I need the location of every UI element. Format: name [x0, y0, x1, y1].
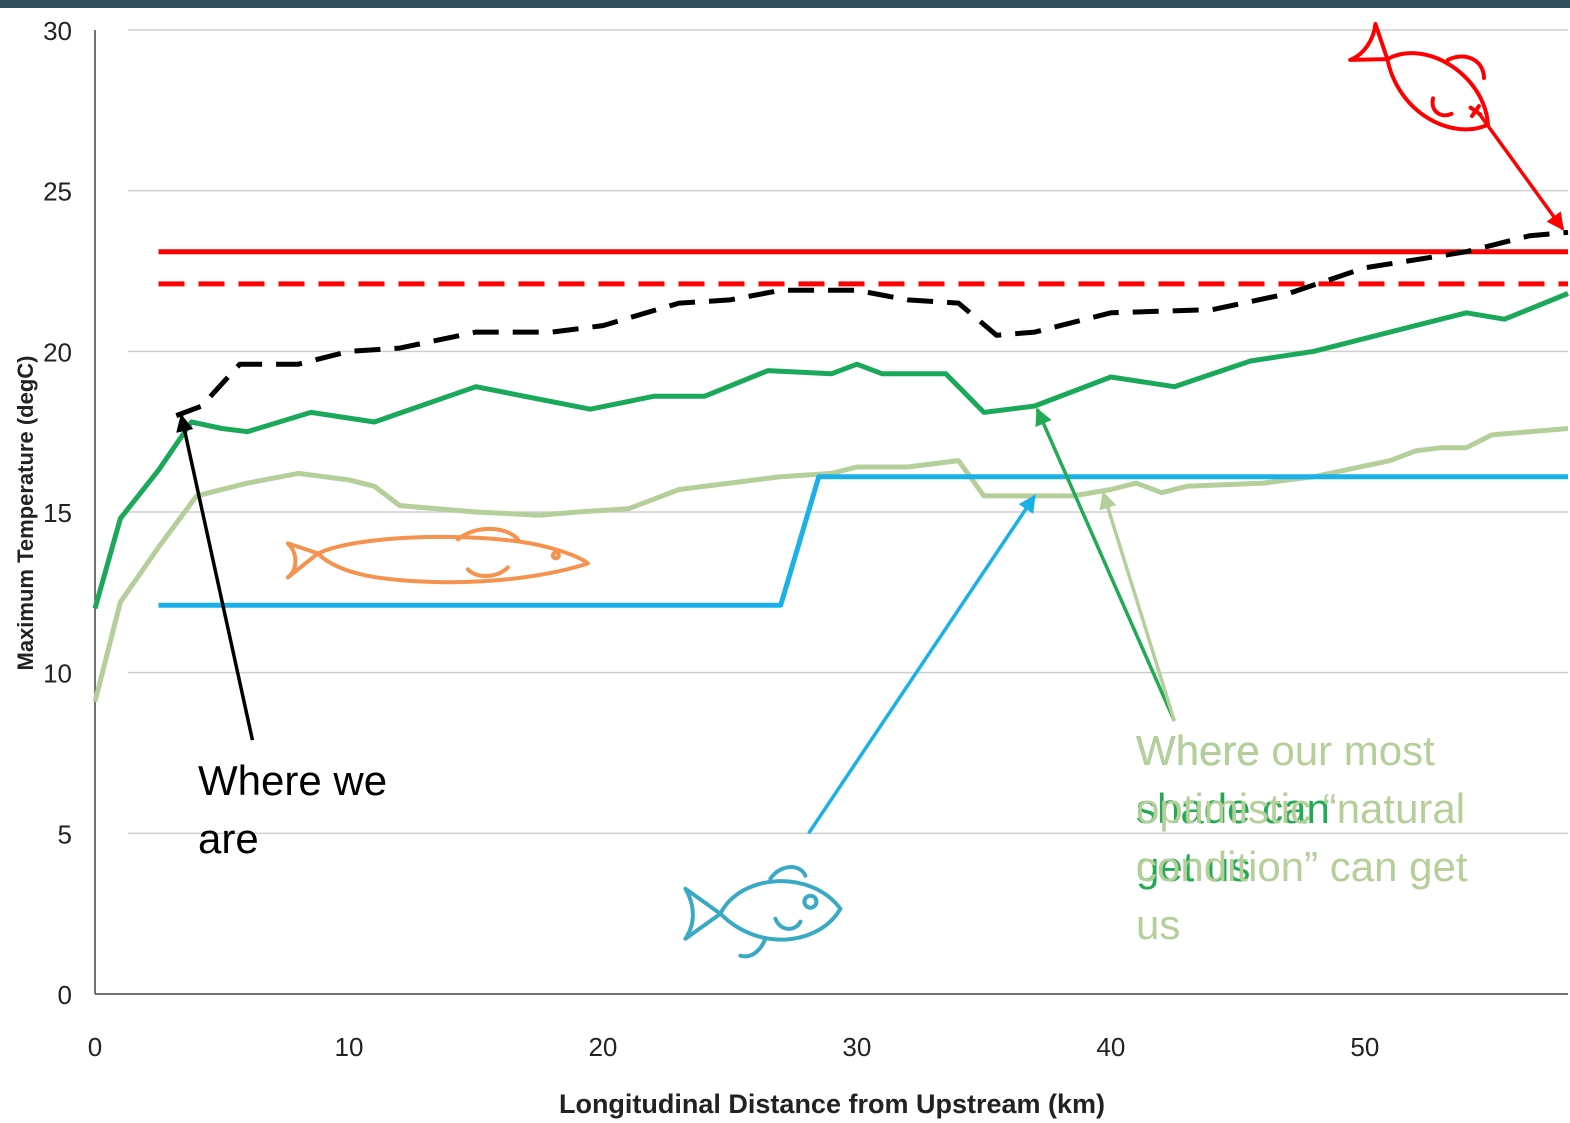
y-tick-label: 15 — [43, 498, 72, 528]
y-tick-labels: 0 5 10 15 20 25 30 — [43, 16, 72, 1010]
annotation-text-2: Where our most optimistic “natural conditi… — [1136, 722, 1468, 954]
y-axis-title: Maximum Temperature (degC) — [13, 356, 38, 671]
series-line-4 — [92, 426, 1569, 703]
annotation-arrows — [176, 112, 1565, 835]
x-tick-label: 0 — [88, 1032, 102, 1062]
x-tick-label: 20 — [588, 1032, 617, 1062]
y-tick-label: 30 — [43, 16, 72, 46]
x-tick-label: 10 — [335, 1032, 364, 1062]
annotation-arrow-3 — [807, 494, 1037, 835]
y-tick-label: 5 — [58, 819, 72, 849]
teal-fish-icon — [683, 865, 843, 959]
series-line-5 — [158, 474, 1568, 608]
series-line-2 — [175, 229, 1569, 418]
x-tick-labels: 0 10 20 30 40 50 — [88, 1032, 1380, 1062]
y-tick-label: 20 — [43, 337, 72, 367]
annotation-line: Where we — [198, 757, 388, 804]
x-tick-label: 50 — [1350, 1032, 1379, 1062]
series-line-3 — [92, 291, 1569, 610]
annotation-line: us — [1136, 901, 1181, 948]
annotation-line: are — [198, 815, 259, 862]
annotation-arrow-1 — [1035, 407, 1176, 722]
y-tick-label: 10 — [43, 659, 72, 689]
top-bar — [0, 0, 1570, 8]
annotation-arrow-2 — [1099, 491, 1177, 722]
series-lines — [92, 229, 1569, 703]
annotation-arrow-0 — [176, 413, 255, 741]
annotation-arrow-4 — [1477, 112, 1565, 231]
axes — [94, 30, 1568, 995]
y-tick-label: 0 — [58, 980, 72, 1010]
annotation-line: condition” can get — [1136, 843, 1468, 890]
x-tick-label: 30 — [842, 1032, 871, 1062]
grid-lines — [128, 29, 1568, 835]
annotation-text-1: Where shade can get us — [1136, 722, 1330, 896]
y-tick-label: 25 — [43, 177, 72, 207]
annotation-text-0: Where we are — [198, 752, 387, 868]
annotation-line: Where — [1136, 727, 1260, 774]
orange-fish-icon — [285, 526, 590, 585]
x-tick-label: 40 — [1096, 1032, 1125, 1062]
red-fish-icon — [1348, 21, 1490, 132]
annotation-line: Where our most — [1136, 727, 1435, 774]
fish-icons — [285, 21, 1490, 959]
annotation-line: optimistic “natural — [1136, 785, 1466, 832]
annotation-line: shade can — [1136, 785, 1330, 832]
annotation-line: get us — [1136, 843, 1251, 890]
x-axis-title: Longitudinal Distance from Upstream (km) — [559, 1089, 1105, 1119]
